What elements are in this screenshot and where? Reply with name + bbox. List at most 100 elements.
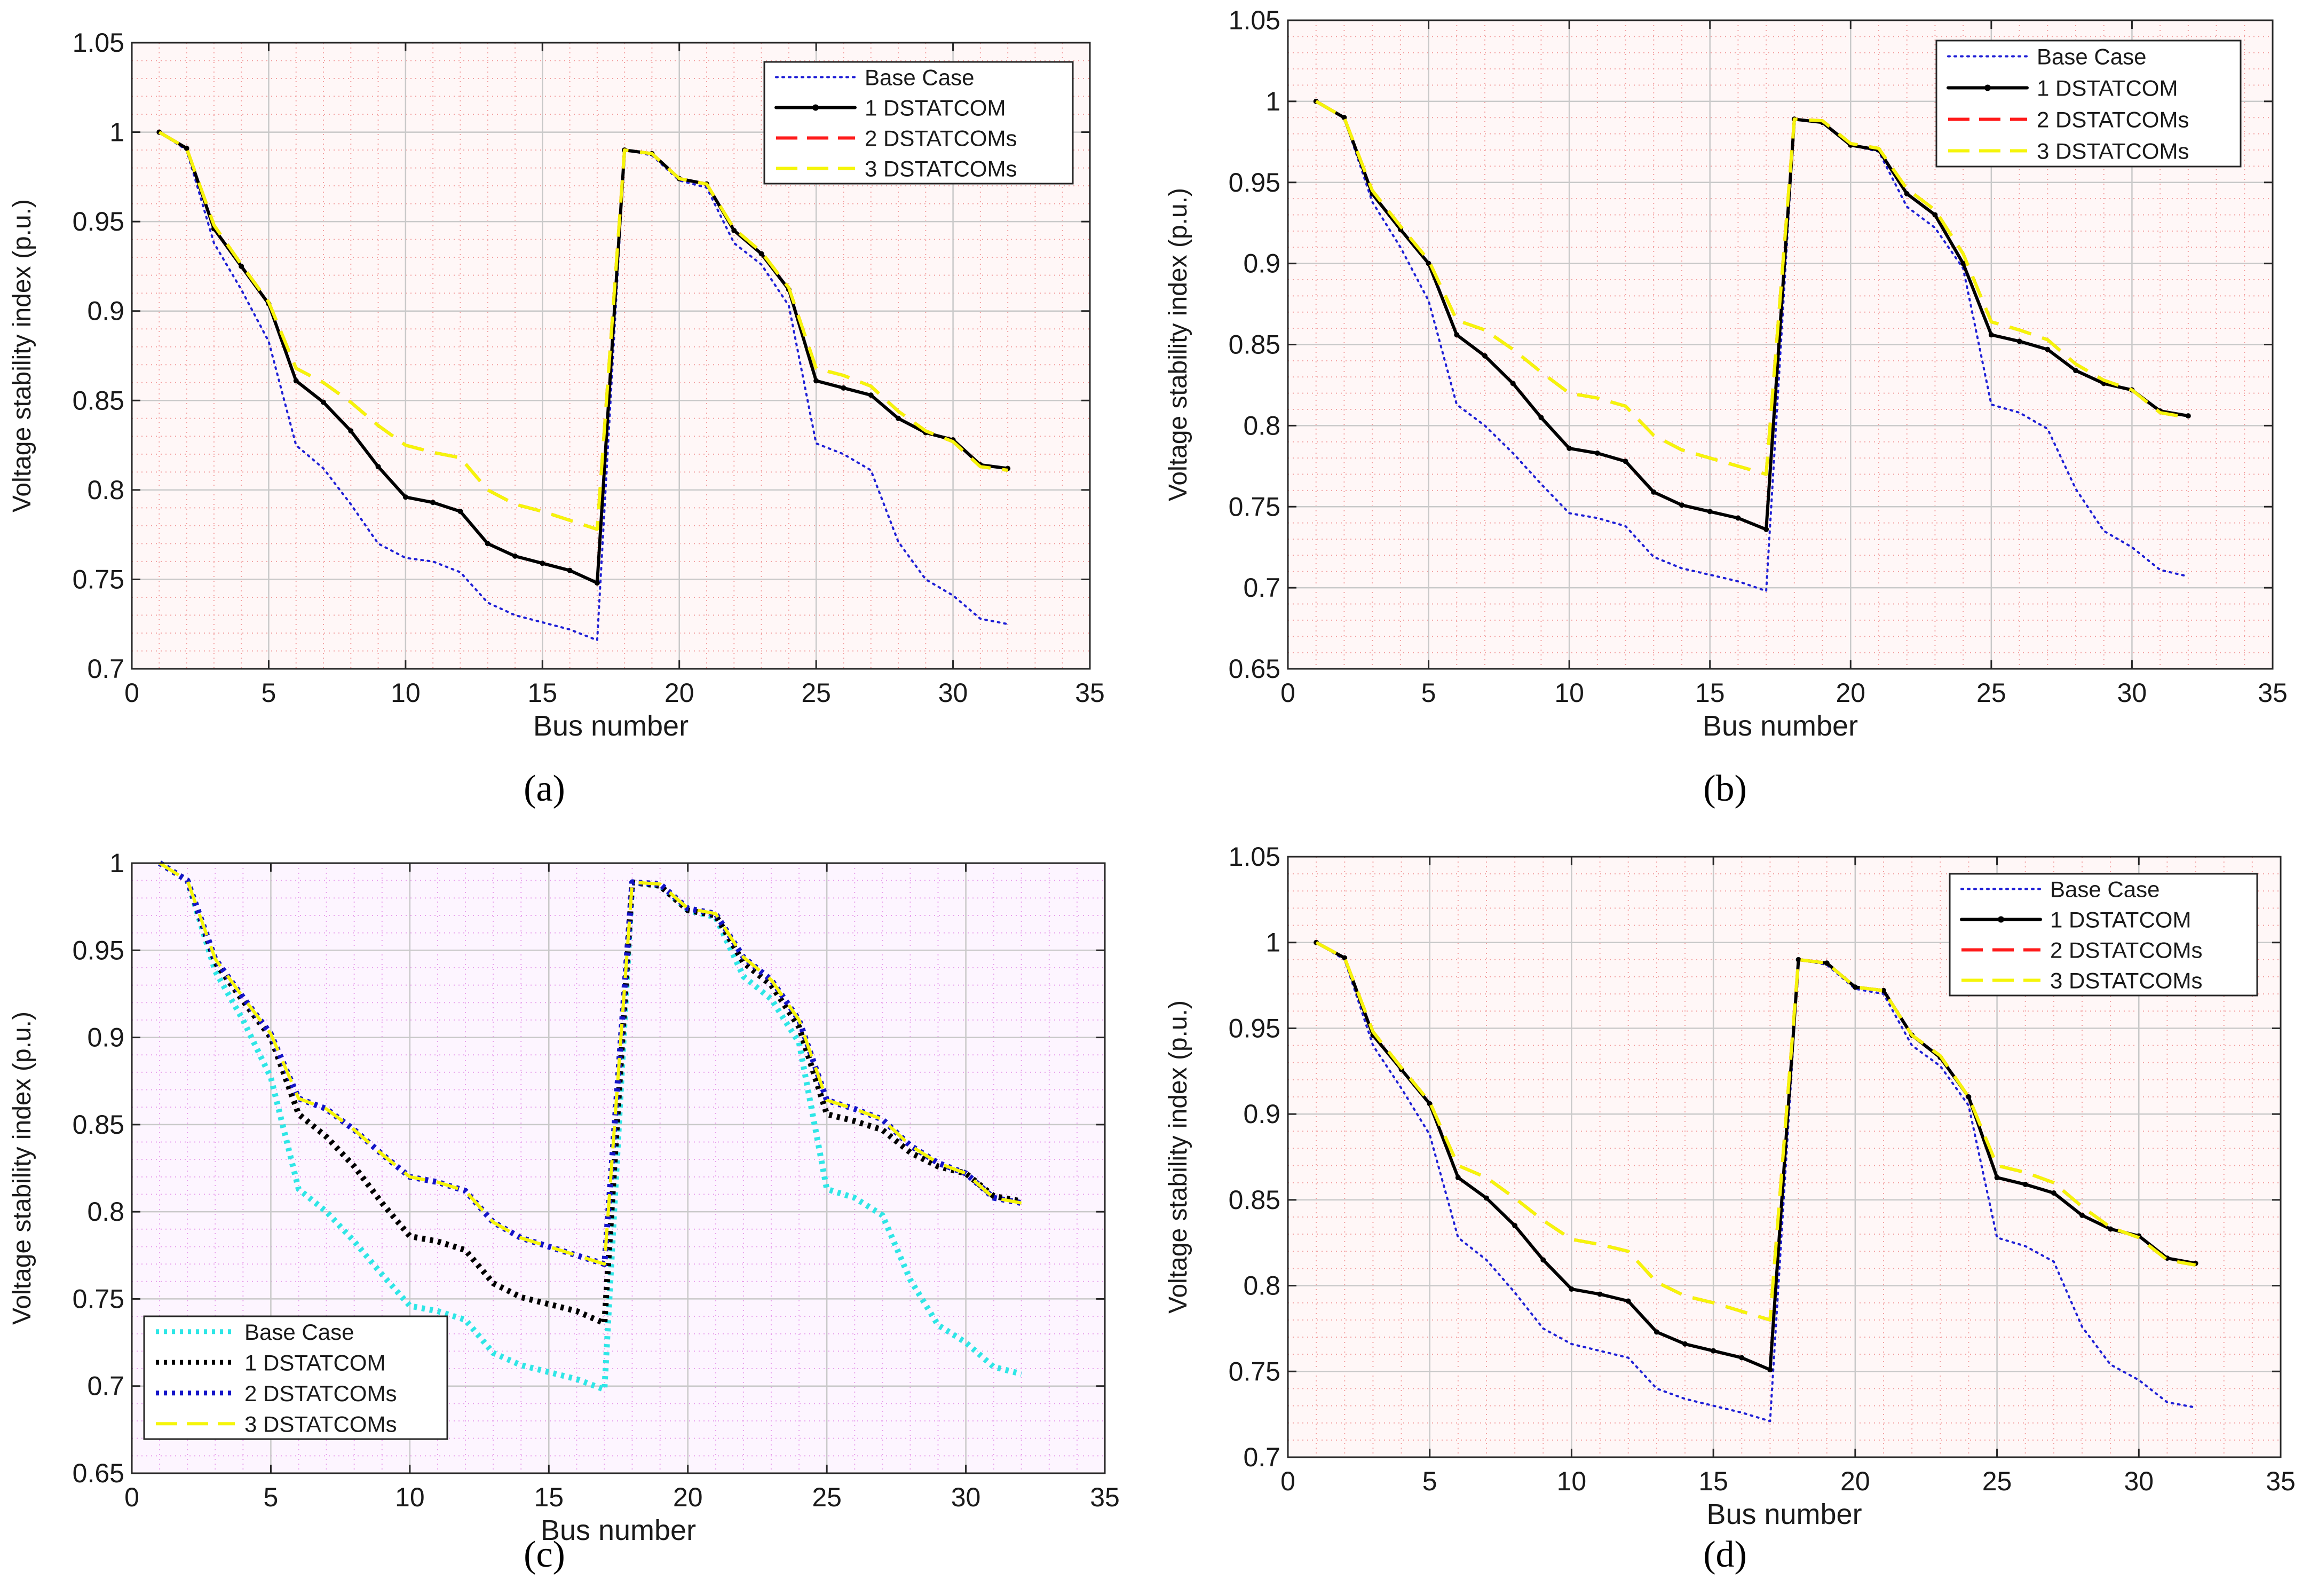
data-point <box>1960 260 1966 266</box>
legend-label: 2 DSTATCOMs <box>865 126 1017 151</box>
data-point <box>1455 1175 1461 1181</box>
legend-box <box>1935 39 2242 168</box>
legend-box <box>1949 873 2258 997</box>
data-point <box>485 541 491 547</box>
y-tick-label: 0.65 <box>1229 654 1280 684</box>
x-tick-label: 35 <box>2266 1466 2296 1496</box>
x-tick-label: 35 <box>2258 678 2288 708</box>
y-tick-label: 0.8 <box>1243 1271 1280 1301</box>
data-point <box>1679 502 1684 508</box>
data-point <box>1763 526 1769 532</box>
x-tick-label: 30 <box>2117 678 2147 708</box>
series-line <box>157 130 1010 585</box>
y-tick-label: 0.65 <box>73 1458 124 1488</box>
y-tick-label: 0.85 <box>1229 330 1280 360</box>
y-tick-label: 1 <box>109 117 124 147</box>
x-tick-label: 25 <box>1976 678 2006 708</box>
legend-label: 2 DSTATCOMs <box>2037 107 2189 132</box>
axes-box <box>1287 856 2282 1458</box>
x-tick-label: 0 <box>124 1482 139 1512</box>
y-tick-label: 0.75 <box>73 564 124 594</box>
data-point <box>1654 1329 1659 1335</box>
legend-marker <box>1998 916 2004 923</box>
y-axis-label: Voltage stability index (p.u.) <box>1164 188 1192 501</box>
x-tick-label: 15 <box>534 1482 564 1512</box>
x-tick-label: 10 <box>395 1482 425 1512</box>
data-point <box>1707 509 1713 515</box>
data-point <box>1852 984 1858 990</box>
legend-label: 3 DSTATCOMs <box>2050 968 2202 993</box>
series-line <box>158 860 1023 1393</box>
legend-box <box>763 61 1074 185</box>
data-point <box>321 399 326 405</box>
tick-marks <box>1287 856 2282 1458</box>
y-tick-label: 1.05 <box>1229 5 1280 35</box>
chart-panel: 0 5 10 15 20 25 30 35 0.7 0.75 0.8 0.85 0.9 0.95 1 1.05… <box>8 28 1105 809</box>
axes-box <box>131 42 1091 670</box>
legend-marker <box>812 104 819 111</box>
series-line <box>158 860 1022 1326</box>
x-tick-label: 15 <box>1695 678 1725 708</box>
x-tick-label: 10 <box>1557 1466 1587 1496</box>
data-point <box>868 392 874 398</box>
series-line <box>1315 941 2197 1372</box>
data-point <box>1994 1175 2000 1181</box>
data-point <box>1538 415 1544 421</box>
x-tick-label: 30 <box>951 1482 981 1512</box>
y-tick-label: 0.95 <box>1229 168 1280 197</box>
axes-box <box>131 862 1106 1474</box>
x-axis-label: Bus number <box>533 710 689 742</box>
data-point <box>1904 191 1910 197</box>
legend: Base Case 1 DSTATCOM 2 DSTATCOMs 3 DSTATCOM… <box>763 61 1074 185</box>
data-point <box>758 251 764 257</box>
data-point <box>1711 1348 1716 1354</box>
data-point <box>1510 381 1516 386</box>
legend-label: Base Case <box>2050 877 2159 902</box>
tick-marks <box>131 862 1106 1474</box>
x-tick-label: 30 <box>2124 1466 2154 1496</box>
data-point <box>1454 332 1460 338</box>
chart-panel: 0 5 10 15 20 25 30 35 0.7 0.75 0.8 0.85 0.9 0.95 1 1.05… <box>1164 842 2296 1575</box>
legend-label: 1 DSTATCOM <box>865 96 1006 121</box>
legend-label: 1 DSTATCOM <box>244 1350 385 1375</box>
data-point <box>2108 1226 2114 1232</box>
legend: Base Case 1 DSTATCOM 2 DSTATCOMs 3 DSTATCOM… <box>143 1315 448 1440</box>
y-tick-label: 0.85 <box>1229 1185 1280 1215</box>
data-point <box>1966 1094 1972 1100</box>
data-point <box>348 428 354 434</box>
legend-label: Base Case <box>865 65 974 90</box>
x-tick-label: 10 <box>391 678 421 708</box>
y-tick-label: 0.9 <box>87 1023 124 1053</box>
data-point <box>375 464 381 470</box>
data-point <box>1739 1355 1745 1361</box>
data-point <box>896 415 901 421</box>
x-tick-label: 20 <box>665 678 694 708</box>
data-point <box>1651 489 1657 495</box>
x-tick-label: 25 <box>801 678 831 708</box>
x-tick-label: 25 <box>1982 1466 2012 1496</box>
tick-marks <box>131 42 1091 670</box>
data-point <box>2073 368 2078 374</box>
legend-marker <box>1984 84 1991 91</box>
y-tick-label: 0.95 <box>73 935 124 965</box>
legend-box <box>143 1315 448 1440</box>
x-tick-label: 20 <box>1836 678 1865 708</box>
y-tick-label: 0.9 <box>1243 1099 1280 1129</box>
legend: Base Case 1 DSTATCOM 2 DSTATCOMs 3 DSTATCOM… <box>1949 873 2258 997</box>
data-point <box>1597 1291 1603 1297</box>
y-tick-label: 0.95 <box>1229 1013 1280 1043</box>
series-line <box>1315 941 2197 1423</box>
y-tick-label: 0.75 <box>1229 492 1280 522</box>
y-axis-label: Voltage stability index (p.u.) <box>1164 1000 1192 1314</box>
x-axis-label: Bus number <box>1703 710 1858 742</box>
y-tick-label: 1.05 <box>1229 842 1280 872</box>
y-tick-label: 0.7 <box>87 654 124 684</box>
x-tick-label: 0 <box>124 678 139 708</box>
legend-label: 3 DSTATCOMs <box>865 156 1017 181</box>
tick-marks <box>1287 19 2274 670</box>
y-tick-label: 1 <box>1265 86 1280 116</box>
legend-label: 3 DSTATCOMs <box>244 1411 397 1436</box>
data-point <box>2022 1181 2028 1187</box>
data-point <box>1988 332 1994 338</box>
data-point <box>402 494 408 500</box>
